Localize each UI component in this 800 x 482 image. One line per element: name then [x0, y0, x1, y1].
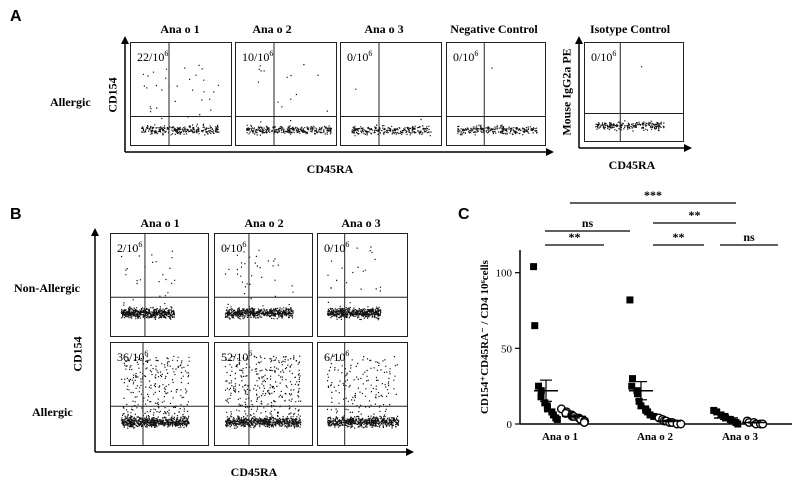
event-dots	[595, 66, 665, 132]
dot-plot	[111, 343, 208, 445]
data-point-square	[713, 408, 721, 416]
flow-plot-b-nonallergic-ana-o-1: 2/106	[110, 233, 209, 337]
data-point-square	[728, 417, 736, 425]
x-tick-label: Ana o 3	[722, 431, 759, 443]
panel-c-chart: 0 50 100 CD154⁺CD45RA⁻ / CD4 10⁶cells Ana o …	[479, 188, 792, 443]
dot-plot	[318, 343, 407, 445]
event-dots	[120, 247, 176, 320]
data-point-square	[626, 296, 634, 304]
event-count: 52/106	[221, 349, 253, 364]
panel-b-col-title-3: Ana o 3	[341, 216, 381, 230]
panel-a-col-title-4: Negative Control	[450, 22, 538, 36]
dot-plot	[236, 43, 336, 145]
data-point-square	[635, 397, 643, 405]
flow-plot-a-ana-o-1: 22/106	[130, 42, 232, 146]
data-point-square	[543, 405, 551, 413]
event-count: 36/106	[117, 349, 149, 364]
data-point-square	[717, 411, 725, 419]
panel-b-row-label-2: Allergic	[32, 405, 73, 419]
panel-a-col-title-3: Ana o 3	[364, 22, 404, 36]
flow-plot-b-allergic-ana-o-1: 36/106	[110, 342, 209, 446]
significance-label: ns	[743, 230, 755, 244]
data-point-square	[734, 420, 742, 428]
panel-a-col-title-1: Ana o 1	[160, 22, 200, 36]
significance-label: ns	[582, 216, 594, 230]
event-count: 0/106	[453, 49, 479, 64]
data-point-square	[628, 375, 636, 383]
panel-a-col-title-2: Ana o 2	[252, 22, 292, 36]
data-point-square	[637, 402, 645, 410]
event-dots	[120, 355, 190, 429]
dot-plot	[131, 43, 231, 145]
dot-plot	[447, 43, 545, 145]
dot-plot	[318, 234, 407, 336]
data-point-square	[553, 415, 561, 423]
panel-c-letter: C	[458, 206, 470, 223]
event-dots	[224, 246, 294, 320]
data-point-square	[634, 390, 642, 398]
data-point-circle	[579, 417, 589, 427]
panel-b-x-label: CD45RA	[230, 465, 278, 479]
significance-label: ***	[644, 188, 662, 202]
panel-a-isotype-x-label: CD45RA	[608, 158, 656, 172]
panel-b-col-title-1: Ana o 1	[140, 216, 180, 230]
panel-a-x-label: CD45RA	[306, 162, 354, 176]
event-count: 10/106	[242, 49, 274, 64]
x-tick-label: Ana o 1	[542, 431, 578, 443]
data-point-square	[628, 382, 636, 390]
panel-b-letter: B	[10, 206, 22, 223]
data-point-square	[535, 382, 543, 390]
dot-plot	[215, 234, 312, 336]
event-count: 0/106	[324, 240, 350, 255]
panel-a-letter: A	[10, 8, 22, 25]
dot-plot	[111, 234, 208, 336]
event-dots	[327, 246, 382, 321]
data-point-square	[530, 263, 538, 271]
data-point-square	[646, 411, 654, 419]
flow-plot-a-isotype-control: 0/106	[584, 42, 684, 142]
flow-plot-b-nonallergic-ana-o-3: 0/106	[317, 233, 408, 337]
event-count: 6/106	[324, 349, 350, 364]
event-count: 22/106	[137, 49, 169, 64]
flow-plot-a-ana-o-2: 10/106	[235, 42, 337, 146]
data-point-circle	[676, 419, 686, 429]
significance-label: **	[689, 208, 701, 222]
data-point-circle	[758, 419, 768, 429]
event-dots	[246, 64, 333, 136]
event-dots	[224, 355, 302, 429]
flow-plot-b-nonallergic-ana-o-2: 0/106	[214, 233, 313, 337]
event-count: 0/106	[347, 49, 373, 64]
event-count: 0/106	[591, 49, 617, 64]
flow-plot-b-allergic-ana-o-2: 52/106	[214, 342, 313, 446]
x-tick-label: Ana o 2	[637, 431, 674, 443]
event-dots	[326, 355, 400, 429]
data-point-square	[537, 393, 545, 401]
flow-plot-a-ana-o-3: 0/106	[340, 42, 442, 146]
panel-b-col-title-2: Ana o 2	[244, 216, 284, 230]
event-dots	[351, 88, 432, 137]
data-point-square	[650, 412, 658, 420]
y-tick-label: 100	[496, 268, 513, 280]
event-count: 2/106	[117, 240, 143, 255]
panel-a-col-title-5: Isotype Control	[589, 22, 671, 36]
flow-plot-b-allergic-ana-o-3: 6/106	[317, 342, 408, 446]
flow-plot-a-negative-control: 0/106	[446, 42, 546, 146]
dot-plot	[215, 343, 312, 445]
y-tick-label: 0	[507, 419, 513, 431]
significance-label: **	[569, 230, 581, 244]
dot-plot	[341, 43, 441, 145]
event-dots	[457, 67, 538, 136]
y-tick-label: 50	[501, 343, 513, 355]
event-count: 0/106	[221, 240, 247, 255]
event-dots	[141, 64, 220, 136]
y-axis-label: CD154⁺CD45RA⁻ / CD4 10⁶cells	[479, 259, 491, 414]
panel-a-row-label: Allergic	[50, 95, 91, 109]
significance-label: **	[673, 230, 685, 244]
data-point-square	[531, 322, 539, 330]
panel-b-row-label-1: Non-Allergic	[14, 281, 80, 295]
dot-plot	[585, 43, 683, 141]
